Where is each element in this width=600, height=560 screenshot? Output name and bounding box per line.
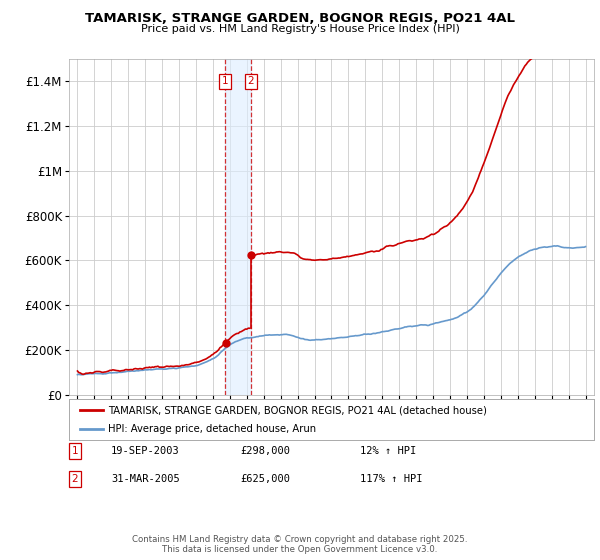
Text: 1: 1	[222, 76, 229, 86]
Text: 117% ↑ HPI: 117% ↑ HPI	[360, 474, 422, 484]
Text: TAMARISK, STRANGE GARDEN, BOGNOR REGIS, PO21 4AL: TAMARISK, STRANGE GARDEN, BOGNOR REGIS, …	[85, 12, 515, 25]
Text: TAMARISK, STRANGE GARDEN, BOGNOR REGIS, PO21 4AL (detached house): TAMARISK, STRANGE GARDEN, BOGNOR REGIS, …	[109, 405, 487, 415]
Text: 19-SEP-2003: 19-SEP-2003	[111, 446, 180, 456]
Text: 2: 2	[248, 76, 254, 86]
Text: 12% ↑ HPI: 12% ↑ HPI	[360, 446, 416, 456]
Text: 31-MAR-2005: 31-MAR-2005	[111, 474, 180, 484]
Text: Contains HM Land Registry data © Crown copyright and database right 2025.
This d: Contains HM Land Registry data © Crown c…	[132, 535, 468, 554]
Text: 2: 2	[71, 474, 79, 484]
Bar	[225, 59, 251, 395]
Text: 1: 1	[71, 446, 79, 456]
Text: Price paid vs. HM Land Registry's House Price Index (HPI): Price paid vs. HM Land Registry's House …	[140, 24, 460, 34]
Text: £625,000: £625,000	[240, 474, 290, 484]
Text: HPI: Average price, detached house, Arun: HPI: Average price, detached house, Arun	[109, 424, 317, 433]
Text: £298,000: £298,000	[240, 446, 290, 456]
